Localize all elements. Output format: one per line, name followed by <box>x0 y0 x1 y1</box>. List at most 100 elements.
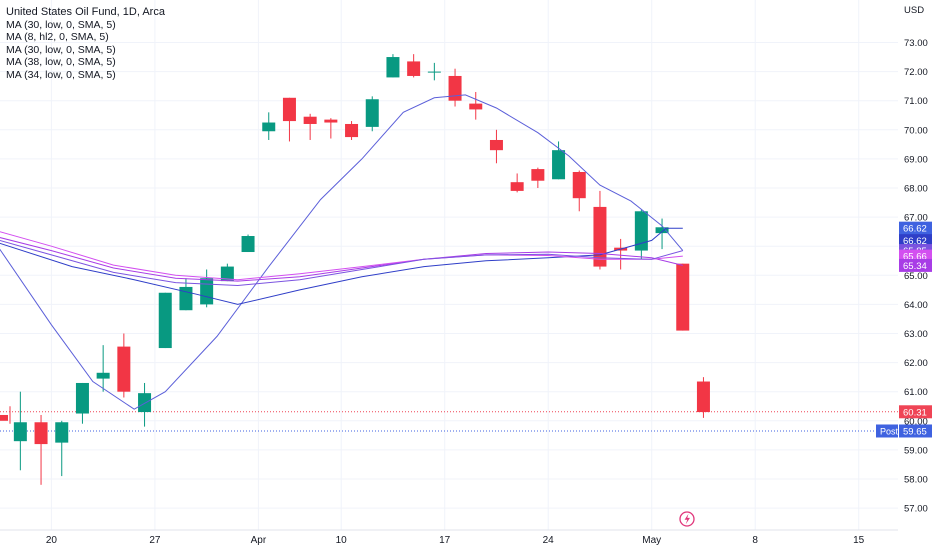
candle[interactable] <box>75 382 89 424</box>
chart-grid <box>0 0 898 530</box>
price-label-bg <box>899 405 932 419</box>
time-tick-label: 17 <box>439 535 451 546</box>
time-tick-label: 24 <box>543 535 555 546</box>
candle-body <box>469 103 483 110</box>
candle-body <box>262 122 276 132</box>
time-tick-label: 27 <box>149 535 161 546</box>
candle[interactable] <box>489 129 503 164</box>
candle-body <box>696 381 710 413</box>
price-tick-label: 73.00 <box>904 38 928 49</box>
study-label[interactable]: MA (30, low, 0, SMA, 5) <box>6 43 116 56</box>
price-label-bg <box>899 221 932 235</box>
candle[interactable] <box>138 382 152 427</box>
candle[interactable] <box>262 112 276 140</box>
candle[interactable] <box>117 333 131 398</box>
candle-body <box>96 372 110 379</box>
price-tick-label: 59.00 <box>904 445 928 456</box>
candle[interactable] <box>634 209 648 260</box>
ma-line[interactable] <box>0 227 683 305</box>
candle[interactable] <box>552 141 566 180</box>
candle[interactable] <box>386 54 400 78</box>
price-tick-label: 57.00 <box>904 504 928 515</box>
candle[interactable] <box>531 167 545 188</box>
candle-body <box>13 422 27 442</box>
time-tick-label: 20 <box>46 535 58 546</box>
candle[interactable] <box>448 68 462 107</box>
study-label[interactable]: MA (8, hl2, 0, SMA, 5) <box>6 31 109 43</box>
moving-average-lines <box>0 94 684 410</box>
candle[interactable] <box>365 96 379 132</box>
ma-line[interactable] <box>0 94 684 410</box>
price-tick-label: 70.00 <box>904 125 928 136</box>
candle-body <box>489 139 503 151</box>
price-lines <box>0 411 898 432</box>
candle[interactable] <box>614 238 628 270</box>
price-tick-label: 69.00 <box>904 154 928 165</box>
post-tag-bg <box>876 424 898 438</box>
candle[interactable] <box>55 420 69 477</box>
price-tick-label: 58.00 <box>904 475 928 486</box>
candle[interactable] <box>469 91 483 120</box>
price-tick-label: 60.00 <box>904 416 928 427</box>
candle[interactable] <box>427 62 441 81</box>
candle-body <box>220 266 234 282</box>
time-tick-label: Apr <box>251 535 267 546</box>
candle[interactable] <box>96 345 110 392</box>
candle[interactable] <box>220 263 234 282</box>
candle[interactable] <box>696 377 710 418</box>
candle-body <box>448 75 462 101</box>
candle-body <box>117 346 131 392</box>
price-label[interactable]: 60.31 <box>899 405 932 419</box>
price-label[interactable]: 66.62 <box>899 221 932 235</box>
study-label[interactable]: MA (30, low, 0, SMA, 5) <box>6 18 116 31</box>
candle-body <box>572 171 586 199</box>
symbol-title[interactable]: United States Oil Fund, 1D, Arca <box>6 6 165 18</box>
candle[interactable] <box>572 170 586 212</box>
candle[interactable] <box>241 234 255 253</box>
candle[interactable] <box>593 190 607 270</box>
candle-body <box>34 422 48 445</box>
candle-body <box>386 57 400 78</box>
candle-body <box>510 182 524 191</box>
candle-body <box>55 422 69 443</box>
candle[interactable] <box>13 391 27 471</box>
candle[interactable] <box>655 218 669 250</box>
candle[interactable] <box>34 414 48 485</box>
ma-line[interactable] <box>0 231 683 281</box>
candle-body <box>552 150 566 180</box>
ma-line[interactable] <box>0 237 683 282</box>
price-label-text: 59.65 <box>903 426 927 437</box>
candle-body <box>0 414 8 421</box>
candle-body <box>365 99 379 127</box>
ma-line[interactable] <box>0 239 683 287</box>
price-tick-label: 72.00 <box>904 67 928 78</box>
candle-body <box>593 206 607 267</box>
candle[interactable] <box>0 406 11 424</box>
candle[interactable] <box>345 121 359 140</box>
candle[interactable] <box>303 113 317 140</box>
time-tick-label: 15 <box>853 535 865 546</box>
lightning-icon[interactable] <box>679 511 695 527</box>
candle[interactable] <box>676 263 690 331</box>
study-label[interactable]: MA (34, low, 0, SMA, 5) <box>6 68 116 81</box>
price-label-bg <box>899 258 932 272</box>
price-label[interactable]: 65.34 <box>899 258 932 272</box>
price-label-text: 65.66 <box>903 252 927 263</box>
candle[interactable] <box>407 54 421 78</box>
candle[interactable] <box>510 173 524 193</box>
candle[interactable] <box>158 292 172 349</box>
price-tick-label: 71.00 <box>904 96 928 107</box>
time-tick-label: 8 <box>752 535 758 546</box>
study-label[interactable]: MA (38, low, 0, SMA, 5) <box>6 56 116 68</box>
candle[interactable] <box>282 97 296 142</box>
post-tag-text: Post <box>880 426 899 436</box>
price-label[interactable]: 66.62 <box>899 234 932 248</box>
price-label[interactable]: 59.65 Post <box>876 424 932 438</box>
chart-legend: United States Oil Fund, 1D, Arca MA (30,… <box>6 6 165 81</box>
price-label-text: 65.34 <box>903 261 927 272</box>
price-tick-label: 67.00 <box>904 213 928 224</box>
price-tick-label: 62.00 <box>904 358 928 369</box>
candle[interactable] <box>324 118 338 139</box>
